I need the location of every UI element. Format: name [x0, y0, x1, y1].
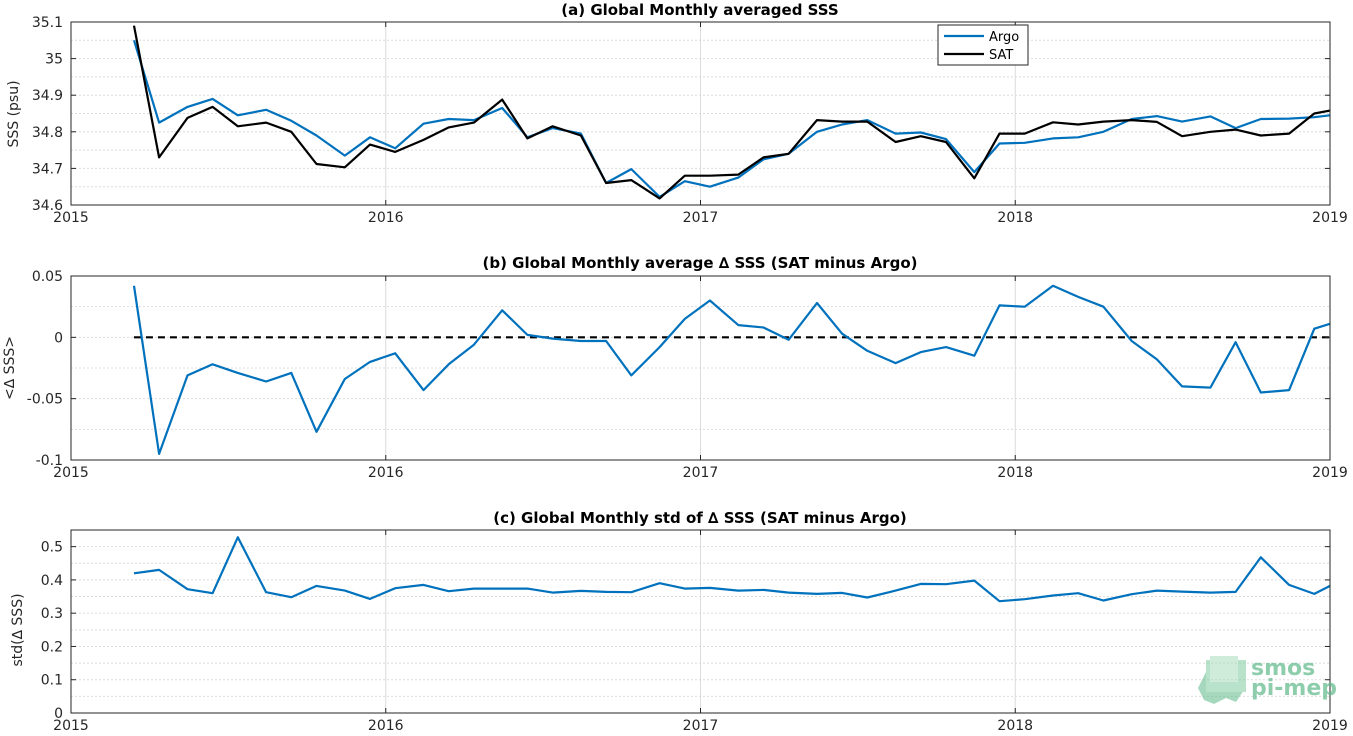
y-axis-label: std(∆ SSS) [10, 593, 26, 666]
y-tick-label: 34.8 [32, 125, 63, 141]
chart-title: (b) Global Monthly average ∆ SSS (SAT mi… [483, 254, 918, 272]
y-tick-label: 0.5 [41, 540, 63, 556]
chart-panel-a: (a) Global Monthly averaged SSS SSS (psu… [6, 1, 1348, 226]
smos-pimep-logo-icon [1198, 656, 1246, 704]
series-line-argo [132, 39, 1331, 198]
y-tick-label: 0.3 [41, 606, 63, 622]
y-tick-label: 35.1 [32, 15, 63, 31]
x-tick-label: 2019 [1312, 465, 1348, 481]
y-tick-label: 0 [54, 330, 63, 346]
x-tick-label: 2019 [1312, 718, 1348, 734]
x-tick-label: 2016 [368, 465, 404, 481]
x-tick-label: 2016 [368, 210, 404, 226]
series-line-sat [132, 25, 1331, 200]
x-tick-label: 2015 [53, 718, 89, 734]
chart-title: (a) Global Monthly averaged SSS [561, 1, 838, 19]
x-tick-label: 2018 [997, 718, 1033, 734]
x-tick-label: 2015 [53, 210, 89, 226]
logo-text-pimep: pi-mep [1251, 676, 1337, 701]
x-tick-label: 2016 [368, 718, 404, 734]
x-tick-label: 2017 [683, 465, 719, 481]
y-tick-label: 34.7 [32, 161, 63, 177]
legend-label: SAT [989, 48, 1013, 63]
y-tick-label: 0 [54, 706, 63, 722]
x-tick-label: 2015 [53, 465, 89, 481]
y-tick-label: 0.05 [32, 269, 63, 285]
logo-text-smos: smos [1251, 656, 1315, 681]
chart-title: (c) Global Monthly std of ∆ SSS (SAT min… [493, 509, 907, 527]
x-tick-label: 2018 [997, 210, 1033, 226]
y-tick-label: -0.05 [27, 392, 63, 408]
legend-label: Argo [989, 30, 1019, 45]
y-axis-label: SSS (psu) [6, 80, 22, 147]
y-tick-label: 0.4 [41, 573, 63, 589]
legend-box [937, 24, 1029, 66]
series-line-delta [132, 284, 1331, 455]
y-tick-label: -0.1 [36, 453, 63, 469]
x-tick-label: 2018 [997, 465, 1033, 481]
grid [70, 21, 1331, 206]
y-tick-label: 0.2 [41, 639, 63, 655]
chart-panel-c: (c) Global Monthly std of ∆ SSS (SAT min… [10, 509, 1348, 734]
y-axis-label: <∆ SSS> [2, 336, 18, 400]
series-line-delta [133, 536, 1331, 603]
y-tick-label: 34.6 [32, 198, 63, 214]
y-tick-label: 34.9 [32, 88, 63, 104]
chart-panel-b: (b) Global Monthly average ∆ SSS (SAT mi… [2, 254, 1348, 481]
smos-pimep-logo: smos pi-mep [1198, 656, 1337, 704]
x-tick-label: 2017 [683, 210, 719, 226]
x-tick-label: 2017 [683, 718, 719, 734]
legend: Argo SAT [937, 24, 1029, 66]
y-tick-label: 35 [45, 52, 63, 68]
x-tick-label: 2019 [1312, 210, 1348, 226]
y-tick-label: 0.1 [41, 673, 63, 689]
